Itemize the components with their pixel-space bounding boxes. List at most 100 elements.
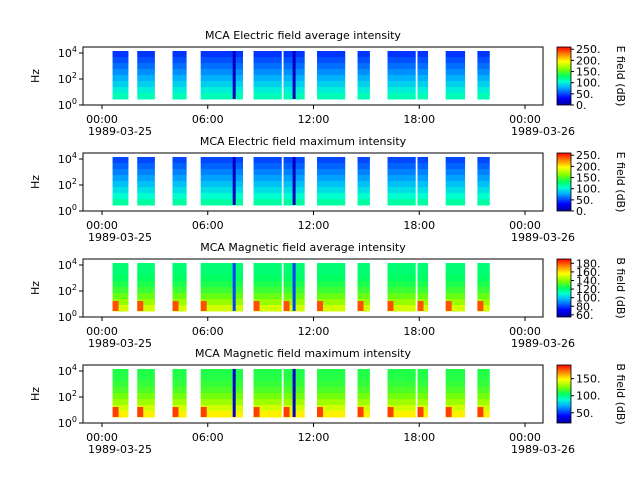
- x-tick-label: 00:00: [509, 431, 541, 444]
- spectrogram-cell: [137, 281, 155, 288]
- spectrogram-cell: [112, 287, 129, 294]
- colorbar-label: B field (dB): [614, 363, 627, 424]
- spectrogram-cell: [137, 393, 155, 400]
- spectrogram-cell: [357, 405, 370, 412]
- spectrogram-cell: [253, 51, 282, 58]
- spectrogram-cell: [317, 187, 346, 194]
- spectrogram-cell: [357, 387, 370, 394]
- spectrogram-cell: [387, 63, 416, 70]
- spectrogram-cell: [112, 411, 129, 418]
- spectrogram-cell: [317, 393, 346, 400]
- spectrogram-cell: [112, 399, 129, 406]
- colorbar-tick-label: 100.: [576, 183, 601, 196]
- spectrogram-cell: [172, 411, 187, 418]
- spectrogram-cell: [112, 93, 129, 100]
- spectrogram-cell: [137, 263, 155, 270]
- spectrogram-cell: [200, 263, 243, 270]
- x-tick-label: 12:00: [298, 325, 330, 338]
- spectrogram-cell: [200, 369, 243, 376]
- colorbar: [556, 46, 572, 106]
- spectrogram-cell: [445, 269, 466, 276]
- spectrogram-cell: [200, 87, 243, 94]
- spectrogram-cell: [172, 263, 187, 270]
- spectrogram-cell: [445, 169, 466, 176]
- spectrogram-cell: [253, 199, 282, 206]
- spectrogram-cell: [172, 63, 187, 70]
- colorbar-tick-label: 50.: [576, 407, 594, 420]
- spectrogram-cell: [137, 399, 155, 406]
- spectrogram-cell: [253, 293, 282, 300]
- spectrogram-cell: [200, 69, 243, 76]
- spectrogram-cell: [200, 81, 243, 88]
- y-tick-label: 100: [58, 415, 77, 430]
- spectrogram-cell: [172, 93, 187, 100]
- spectrogram-cell: [445, 81, 466, 88]
- spectrogram-cell: [357, 411, 370, 418]
- colorbar-tick-label: 250.: [576, 43, 601, 56]
- spectrogram-cell: [137, 193, 155, 200]
- colorbar-tick-label: 60.: [576, 309, 594, 322]
- spectrogram-cell: [172, 69, 187, 76]
- spectrogram-cell: [445, 411, 466, 418]
- colorbar-tick-label: 100.: [576, 77, 601, 90]
- spectrogram-cell: [477, 87, 490, 94]
- spectrogram-cell: [477, 51, 490, 58]
- spectrogram-cell: [357, 51, 370, 58]
- spectrogram-cell: [112, 375, 129, 382]
- spectrogram-cell: [172, 287, 187, 294]
- x-tick-label: 06:00: [192, 431, 224, 444]
- spectrogram-cell: [200, 157, 243, 164]
- spectrogram-cell: [417, 199, 429, 206]
- spectrogram-cell: [387, 293, 416, 300]
- spectrogram-cell: [200, 51, 243, 58]
- spectrogram-cell: [477, 57, 490, 64]
- spectrogram-cell: [253, 305, 282, 312]
- spectrogram-cell: [112, 69, 129, 76]
- spectrogram-cell: [387, 87, 416, 94]
- spectrogram-cell: [445, 93, 466, 100]
- spectrogram-cell: [112, 63, 129, 70]
- spectrogram-cell: [172, 199, 187, 206]
- spectrogram-cell: [172, 275, 187, 282]
- spectrogram-cell: [445, 381, 466, 388]
- spectrogram-cell: [137, 93, 155, 100]
- y-tick-label: 102: [58, 283, 77, 298]
- spectrogram-cell: [112, 387, 129, 394]
- spectrogram-cell: [317, 169, 346, 176]
- x-tick-label: 00:00: [86, 219, 118, 232]
- spectrogram-cell: [417, 281, 429, 288]
- spectrogram-cell: [445, 405, 466, 412]
- spectrogram-cell: [112, 305, 129, 312]
- spectrogram-cell: [387, 199, 416, 206]
- spectrogram-cell: [317, 63, 346, 70]
- spectrogram-cell: [172, 399, 187, 406]
- spectrogram-cell: [417, 51, 429, 58]
- spectrogram-panel: MCA Electric field average intensity 104 1…: [29, 29, 627, 138]
- spectrogram-cell: [200, 199, 243, 206]
- spectrogram-cell: [445, 369, 466, 376]
- spectrogram-cell: [200, 93, 243, 100]
- spectrogram-cell: [317, 175, 346, 182]
- spectrogram-cell: [137, 287, 155, 294]
- spectrogram-cell: [253, 181, 282, 188]
- spectrogram-cell: [172, 387, 187, 394]
- spectrogram-cell: [200, 411, 243, 418]
- spectrogram-cell: [417, 63, 429, 70]
- y-tick-label: 104: [58, 45, 77, 60]
- spectrogram-cell: [317, 293, 346, 300]
- spectrogram-cell: [387, 405, 416, 412]
- intensity-spot: [317, 301, 324, 311]
- event-stripe: [232, 51, 236, 99]
- spectrogram-cell: [317, 193, 346, 200]
- spectrogram-cell: [387, 163, 416, 170]
- spectrogram-cell: [445, 57, 466, 64]
- spectrogram-cell: [317, 57, 346, 64]
- spectrogram-cell: [172, 169, 187, 176]
- spectrogram-cell: [317, 157, 346, 164]
- spectrogram-cell: [387, 81, 416, 88]
- spectrogram-cell: [317, 163, 346, 170]
- colorbar: [556, 364, 572, 424]
- spectrogram-cell: [112, 381, 129, 388]
- spectrogram-cell: [137, 375, 155, 382]
- spectrogram-cell: [477, 93, 490, 100]
